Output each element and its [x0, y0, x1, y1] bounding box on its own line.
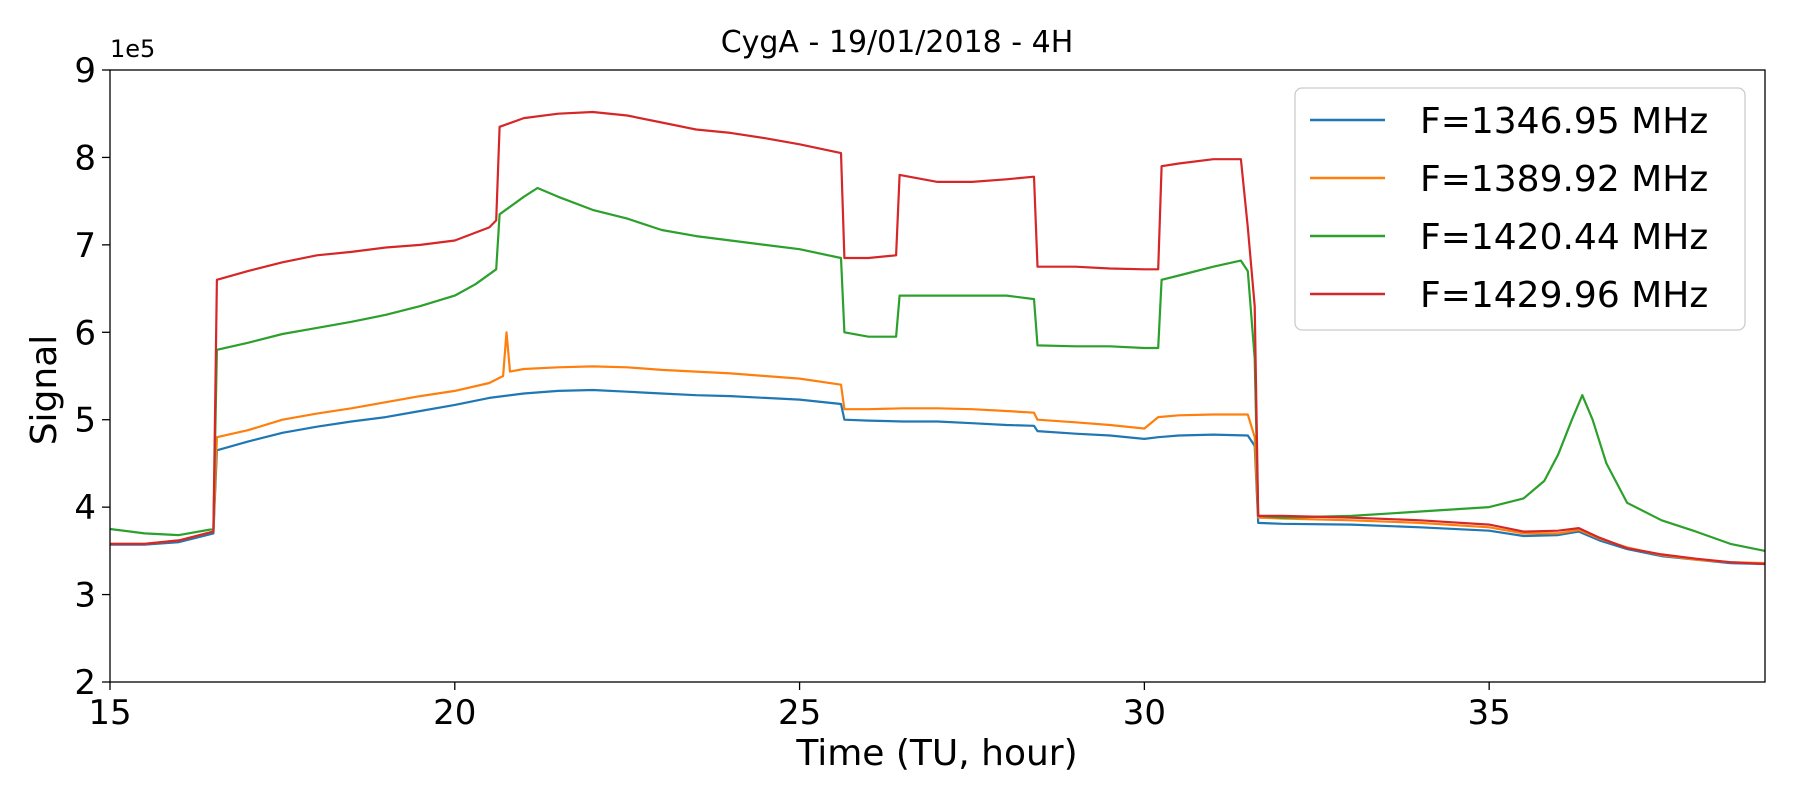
series-line-3	[109, 186, 1766, 552]
y-tick-label: 7	[74, 226, 96, 266]
x-axis-label: Time (TU, hour)	[795, 733, 1077, 774]
y-axis-offset-label: 1e5	[110, 35, 155, 63]
y-tick-label: 3	[74, 576, 96, 616]
x-tick-label: 20	[433, 693, 476, 733]
y-tick-label: 4	[74, 488, 96, 528]
x-tick-label: 30	[1123, 693, 1166, 733]
series-line-2	[110, 331, 1766, 565]
x-tick-label: 15	[88, 693, 131, 733]
series-line-4	[110, 110, 1766, 566]
y-tick-label: 2	[74, 663, 96, 703]
legend-box	[1294, 87, 1746, 331]
y-tick-label: 9	[74, 51, 96, 91]
y-axis-label: Signal	[24, 335, 65, 446]
legend: F=1346.95 MHz F=1389.92 MHz F=1420.44 MHz F…	[1294, 87, 1746, 331]
y-tick-label: 6	[74, 313, 96, 353]
plot-frame	[109, 69, 1766, 683]
y-tick-label: 8	[74, 138, 96, 178]
legend-entry-label: F=1429.96 MHz	[1420, 275, 1708, 316]
chart-title: CygA - 19/01/2018 - 4H	[721, 25, 1074, 60]
ticks-layer: 15 20 25 30 35 2 3 4 5 6 7 8 9	[74, 51, 1510, 733]
y-tick-label: 5	[74, 401, 96, 441]
x-tick-label: 35	[1468, 693, 1511, 733]
legend-entry-label: F=1389.92 MHz	[1420, 159, 1708, 200]
series-line-1	[110, 388, 1766, 566]
legend-entry-label: F=1420.44 MHz	[1420, 217, 1708, 258]
legend-entry-label: F=1346.95 MHz	[1420, 101, 1708, 142]
series-layer	[109, 110, 1766, 566]
x-tick-label: 25	[778, 693, 821, 733]
